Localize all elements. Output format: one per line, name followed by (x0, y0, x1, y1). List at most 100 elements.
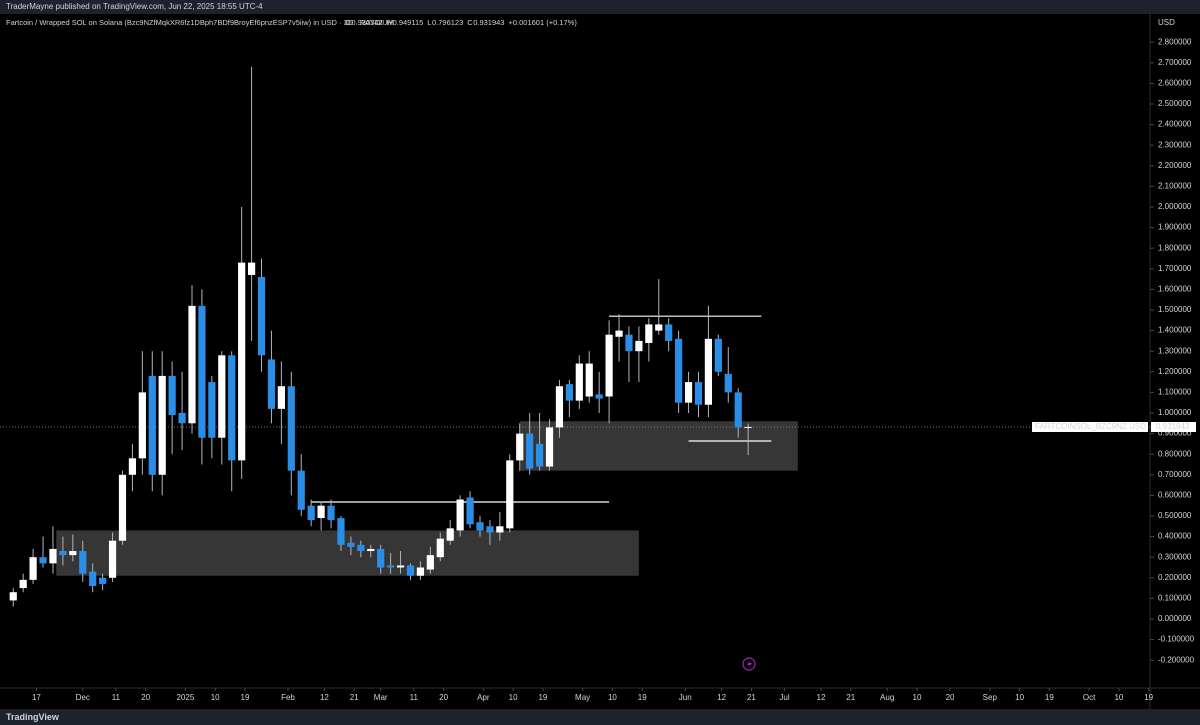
y-tick-label: 0.900000 (1158, 429, 1192, 438)
candle-body (377, 548, 385, 568)
candle-body (357, 544, 365, 552)
x-tick-label: Dec (76, 693, 90, 702)
candle-body (714, 338, 722, 372)
x-tick-label: Oct (1083, 693, 1096, 702)
candle-body (675, 338, 683, 403)
y-tick-label: 1.100000 (1158, 388, 1192, 397)
candle-body (198, 305, 206, 438)
candle-body (347, 542, 355, 547)
candle-body (635, 340, 643, 352)
candle-body (436, 538, 444, 558)
y-tick-label: 1.400000 (1158, 326, 1192, 335)
y-tick-label: 2.300000 (1158, 140, 1192, 149)
x-tick-label: 10 (211, 693, 220, 702)
ohlc-value: 0.796123 (432, 18, 463, 27)
candle-body (486, 526, 494, 533)
y-tick-label: 0.200000 (1158, 573, 1192, 582)
candle-body (615, 330, 623, 337)
candle-body (605, 334, 613, 397)
candle-body (39, 557, 47, 564)
x-tick-label: 21 (747, 693, 756, 702)
x-tick-label: 20 (439, 693, 448, 702)
x-tick-label: 10 (608, 693, 617, 702)
x-tick-label: 2025 (176, 693, 194, 702)
y-tick-label: 2.100000 (1158, 182, 1192, 191)
ohlc-key: H (387, 18, 392, 27)
candle-body (29, 557, 37, 580)
x-tick-label: 19 (1144, 693, 1153, 702)
y-tick-label: 1.200000 (1158, 367, 1192, 376)
candle-body (367, 548, 375, 552)
candle-body (387, 565, 395, 568)
y-tick-label: 2.600000 (1158, 79, 1192, 88)
candle-body (238, 262, 246, 461)
x-tick-label: Sep (983, 693, 998, 702)
y-tick-label: 2.200000 (1158, 161, 1192, 170)
x-tick-label: Apr (477, 693, 490, 702)
change: +0.001601 (+0.17%) (508, 18, 577, 27)
candle-body (178, 412, 186, 424)
candle-body (724, 373, 732, 393)
candle-body (456, 499, 464, 531)
x-tick-label: 17 (32, 693, 41, 702)
y-tick-label: 2.500000 (1158, 99, 1192, 108)
candle-body (79, 551, 87, 574)
x-tick-label: 10 (1015, 693, 1024, 702)
candle-body (694, 382, 703, 405)
x-tick-label: Feb (281, 693, 295, 702)
candle-body (337, 518, 345, 545)
candle-body (138, 392, 146, 459)
candle-body (9, 592, 17, 601)
candle-body (277, 386, 285, 409)
candle-body (645, 324, 653, 343)
alert-icon[interactable] (742, 657, 756, 671)
x-tick-label: May (575, 693, 590, 702)
ohlc-legend: O 0.930342 H 0.949115 L 0.796123 C 0.931943 +0.0… (345, 18, 577, 27)
candle-body (99, 577, 107, 584)
zone (56, 530, 639, 576)
y-tick-label: 2.700000 (1158, 58, 1192, 67)
candle-body (426, 555, 434, 570)
candle-body (297, 470, 305, 510)
candle-body (446, 528, 454, 541)
y-tick-label: 1.000000 (1158, 408, 1192, 417)
last-price-bg (1151, 422, 1196, 433)
x-tick-label: 19 (241, 693, 250, 702)
candle-body (158, 375, 166, 475)
y-tick-label: 0.300000 (1158, 552, 1192, 561)
y-tick-label: 1.800000 (1158, 243, 1192, 252)
y-tick-label: 0.500000 (1158, 511, 1192, 520)
candle-body (595, 394, 603, 399)
y-tick-label: 0.700000 (1158, 470, 1192, 479)
candle-body (19, 579, 27, 589)
y-tick-label: 1.500000 (1158, 305, 1192, 314)
candle-body (565, 384, 573, 401)
x-tick-label: 11 (410, 693, 419, 702)
candle-body (218, 355, 226, 438)
currency: USD (1158, 18, 1175, 27)
x-tick-label: 19 (638, 693, 647, 702)
candle-body (317, 505, 325, 519)
ohlc-value: 0.931943 (473, 18, 504, 27)
author-line: TraderMayne published on TradingView.com… (6, 2, 263, 11)
last-price-symbol-bg (1032, 422, 1148, 433)
y-tick-label: 0.800000 (1158, 449, 1192, 458)
ohlc-value: 0.949115 (393, 18, 424, 27)
candle-body (208, 382, 216, 438)
candle-body (744, 427, 752, 429)
candle-body (327, 505, 335, 521)
candle-body (466, 497, 474, 525)
y-tick-label: 0.000000 (1158, 614, 1192, 623)
y-tick-label: 0.600000 (1158, 490, 1192, 499)
x-tick-label: 20 (946, 693, 955, 702)
candle-body (257, 277, 266, 356)
y-tick-label: 2.000000 (1158, 202, 1192, 211)
x-tick-label: 21 (846, 693, 855, 702)
zone (519, 421, 798, 471)
candle-body (188, 305, 196, 424)
candle-body (526, 433, 534, 469)
candle-body (535, 443, 544, 467)
candle-body (684, 382, 693, 403)
y-tick-label: 1.300000 (1158, 346, 1192, 355)
footer: TradingView (0, 709, 1200, 725)
